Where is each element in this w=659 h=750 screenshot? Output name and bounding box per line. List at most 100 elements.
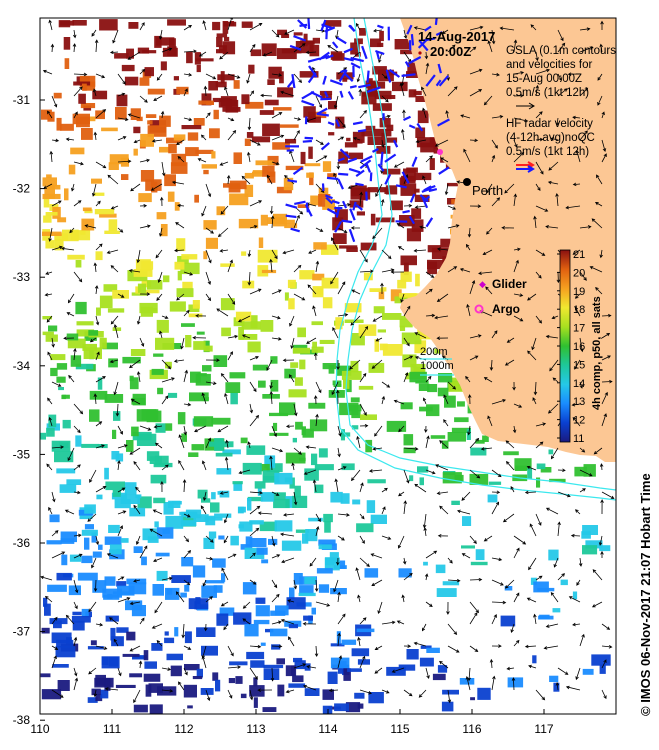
velocity-arrow [443,419,449,427]
sst-pixel [224,36,230,42]
velocity-arrow [91,29,97,37]
velocity-arrow [249,667,258,680]
sst-pixel [143,673,161,682]
sst-pixel [548,549,559,561]
velocity-arrow [249,505,261,515]
velocity-arrow [201,655,207,669]
sst-pixel [150,474,167,484]
velocity-arrow [556,271,561,284]
velocity-arrow [601,111,605,119]
velocity-arrow [513,259,519,273]
velocity-arrow [572,622,581,627]
sst-pixel [285,452,306,464]
sst-pixel [203,220,217,230]
sst-pixel [309,44,320,57]
velocity-arrow [50,43,55,53]
x-axis-ticks: 110 111 112 113 114 115 116 117 [30,709,554,736]
sst-pixel [386,420,407,432]
sst-pixel [151,368,164,375]
hf-arrow [337,157,345,162]
sst-pixel [336,72,354,80]
velocity-arrow [130,183,141,192]
velocity-arrow [466,303,471,317]
sst-pixel [308,402,326,409]
velocity-arrow [271,644,283,649]
sst-pixel [129,375,134,382]
sst-pixel [196,331,205,335]
velocity-arrow [71,183,75,192]
velocity-arrow [381,535,392,540]
velocity-arrow [181,623,185,639]
velocity-arrow [117,117,129,122]
velocity-arrow [94,285,99,295]
isobath-label-1000m: 1000m [420,360,454,372]
velocity-arrow [110,265,119,273]
velocity-arrow [370,553,383,559]
sst-pixel [129,673,143,678]
velocity-arrow [205,112,211,119]
velocity-arrow [413,26,427,31]
hf-arrow [437,63,442,74]
velocity-arrow [117,487,126,493]
velocity-arrow [469,46,477,53]
velocity-arrow [135,535,141,545]
velocity-arrow [129,447,141,455]
sst-pixel [56,468,76,474]
hf-arrow [307,57,321,63]
sst-pixel [302,428,314,438]
sst-pixel [143,650,149,661]
velocity-arrow [598,535,603,546]
sst-pixel [444,395,456,408]
velocity-arrow [156,639,163,647]
sst-pixel [370,213,376,226]
sst-pixel [111,636,124,647]
velocity-arrow [491,399,507,405]
sst-pixel [429,137,435,146]
sst-pixel [242,280,255,289]
hf-arrow [350,62,361,69]
sst-pixel [40,432,46,440]
sst-pixel [215,679,221,692]
velocity-arrow [355,567,361,581]
velocity-arrow [393,399,405,405]
sst-pixel [59,484,77,493]
velocity-arrow [45,271,53,275]
sst-pixel [438,373,453,383]
velocity-arrow [357,594,361,603]
velocity-arrow [550,592,559,603]
sst-pixel [173,76,179,81]
sst-pixel [370,38,381,48]
velocity-arrow [403,447,419,451]
velocity-arrow [337,535,345,541]
velocity-arrow [161,377,175,383]
velocity-arrow [401,128,405,141]
velocity-arrow [151,139,163,143]
sst-pixel [124,76,139,86]
hf-arrow [349,208,356,221]
velocity-arrow [293,447,302,455]
hf-arrow [355,204,363,211]
sst-pixel [217,74,235,81]
velocity-arrow [161,395,169,405]
velocity-arrow [117,425,123,435]
velocity-arrow [447,381,456,390]
sst-pixel [180,592,187,598]
velocity-arrow [486,227,493,235]
sst-pixel [504,586,513,591]
sst-pixel [128,22,139,29]
hf-arrow [348,228,356,243]
sst-pixel [411,219,424,232]
sst-pixel [475,439,485,444]
velocity-arrow [593,447,603,455]
sst-pixel [599,664,606,674]
sst-pixel [193,341,206,350]
sst-pixel [53,620,62,629]
velocity-arrow [271,337,282,341]
sst-pixel [49,618,68,625]
velocity-arrow [91,557,97,569]
sst-pixel [285,665,297,677]
velocity-arrow [535,315,543,324]
velocity-arrow [489,359,494,371]
velocity-arrow [502,513,515,523]
velocity-arrow [219,491,229,495]
